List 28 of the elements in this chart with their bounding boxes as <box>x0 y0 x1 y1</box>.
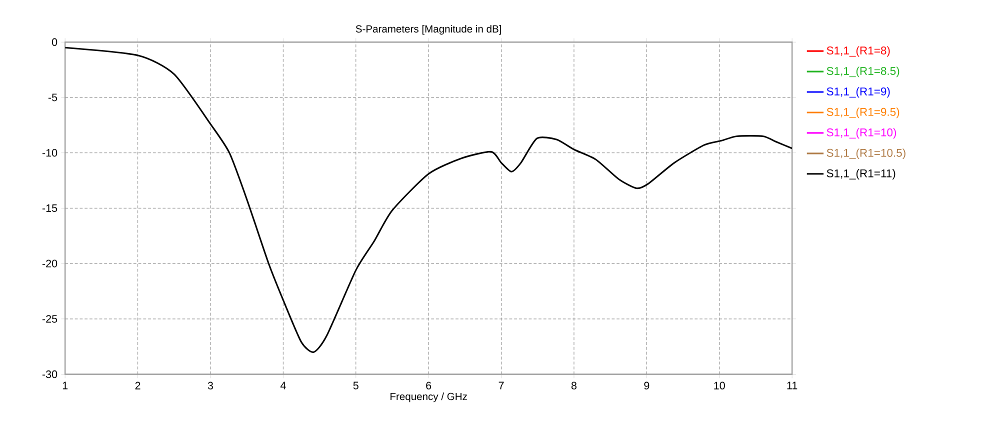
chart-title: S-Parameters [Magnitude in dB] <box>356 25 502 35</box>
y-tick-label: -20 <box>42 260 58 268</box>
legend-label: S1,1_(R1=9) <box>826 87 890 98</box>
x-tick-label: 9 <box>644 382 650 390</box>
y-tick-label: -25 <box>42 315 58 323</box>
x-tick-label: 1 <box>62 382 68 390</box>
y-tick-label: -5 <box>48 94 58 102</box>
x-tick-label: 11 <box>787 382 798 390</box>
x-axis-title: Frequency / GHz <box>390 392 467 402</box>
legend-label: S1,1_(R1=8) <box>826 46 890 57</box>
x-tick-label: 5 <box>353 382 358 390</box>
legend-label: S1,1_(R1=10.5) <box>826 148 906 160</box>
x-tick-label: 6 <box>426 382 432 390</box>
legend-label: S1,1_(R1=11) <box>826 169 896 180</box>
y-tick-label: -30 <box>42 370 58 378</box>
x-tick-label: 10 <box>714 382 725 390</box>
y-tick-label: -10 <box>42 149 58 157</box>
x-tick-label: 3 <box>208 382 214 390</box>
x-tick-label: 8 <box>571 382 577 390</box>
x-tick-label: 4 <box>280 382 286 390</box>
x-tick-label: 7 <box>498 382 504 390</box>
y-tick-label: 0 <box>52 38 58 46</box>
y-tick-label: -15 <box>42 204 58 212</box>
legend-label: S1,1_(R1=8.5) <box>826 66 900 78</box>
legend-label: S1,1_(R1=10) <box>826 128 896 139</box>
x-tick-label: 2 <box>135 382 140 390</box>
line-series <box>65 46 792 353</box>
legend-label: S1,1_(R1=9.5) <box>826 108 900 118</box>
